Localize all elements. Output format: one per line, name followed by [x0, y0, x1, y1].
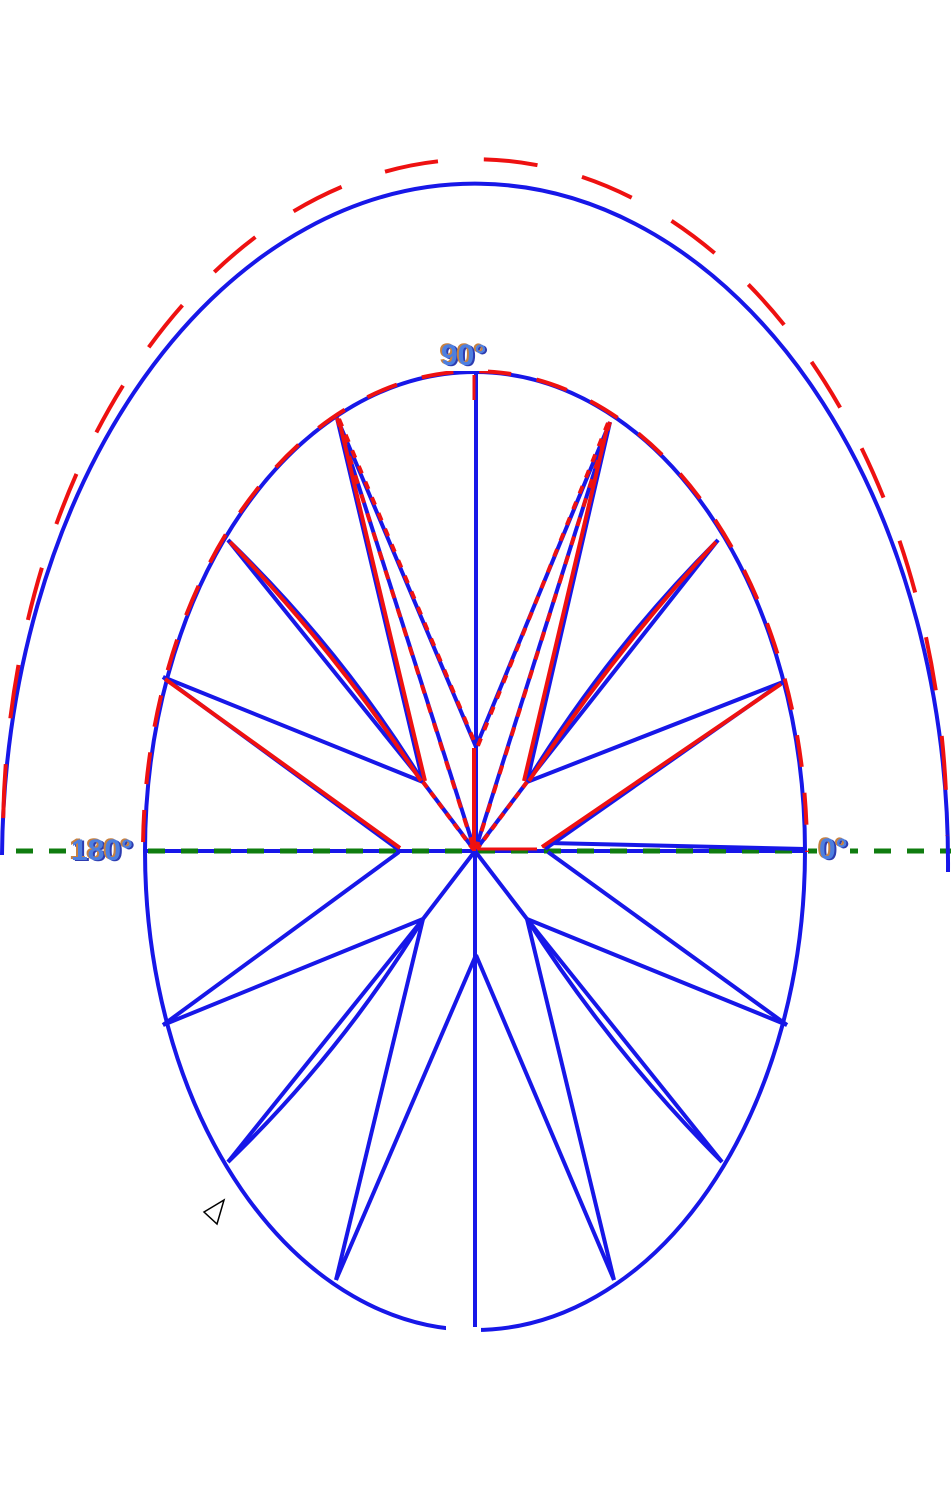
lobe-edge — [525, 917, 724, 1164]
red-null-link-dashed — [421, 780, 475, 851]
lobe-edge — [162, 917, 424, 1027]
lobe-edge — [525, 538, 720, 784]
red-null-link-dashed — [475, 780, 529, 851]
outer-arc-red-overlay — [1, 157, 949, 839]
lobe-edge — [226, 538, 425, 784]
lobe-edge-sag — [547, 841, 806, 851]
lobe-edge — [474, 954, 616, 1281]
lobe-edge — [334, 954, 478, 1281]
red-lobe-edge-bowed — [527, 540, 718, 783]
lobe-edge — [525, 918, 616, 1281]
red-lobe-edge — [522, 423, 610, 782]
angle-label-180: 180° — [69, 834, 136, 867]
lobe-edge-bowed — [226, 917, 425, 1164]
lobe-edge — [226, 917, 425, 1164]
lobe-edge-bowed — [525, 917, 724, 1164]
red-edge-dashed — [335, 417, 476, 850]
lobe-edge — [546, 850, 789, 1027]
lobe-edge — [526, 917, 788, 1027]
red-lobe-edge — [163, 677, 402, 850]
angle-label-90: 90° — [439, 339, 489, 372]
ellipse-bottom-gap — [446, 1316, 481, 1337]
angle-label-0: 0° — [817, 833, 850, 866]
red-edge-dashed — [475, 422, 610, 749]
lobe-edge — [334, 918, 425, 1281]
red-lobe-edge-bowed — [228, 540, 423, 783]
red-lobe-edge — [540, 682, 783, 849]
lobe-edge — [526, 680, 784, 784]
outer-arc-blue — [0, 181, 951, 873]
lobe-edge — [161, 850, 401, 1027]
red-lobe-edge — [337, 419, 427, 782]
null-link — [421, 849, 477, 921]
lobe-edge — [162, 675, 424, 784]
cursor-triangle — [202, 1198, 226, 1226]
red-edge-dashed — [474, 421, 612, 850]
null-link — [473, 849, 529, 921]
